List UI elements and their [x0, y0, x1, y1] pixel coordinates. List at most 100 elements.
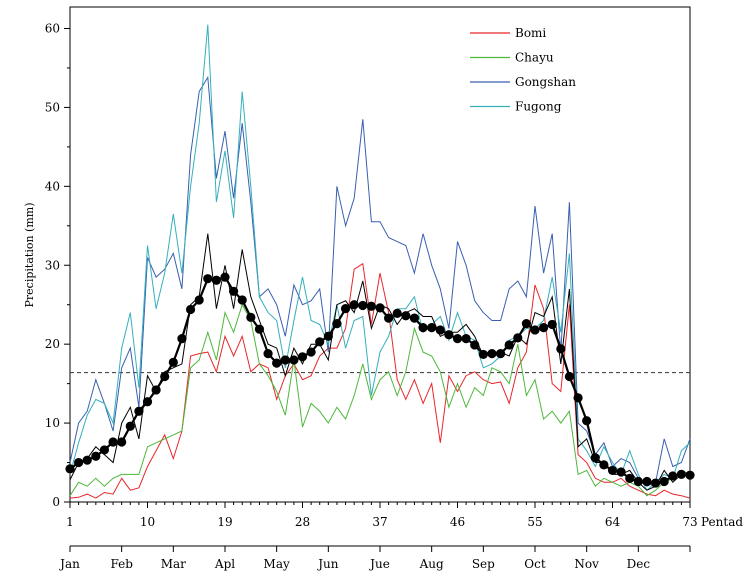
smoothed-point	[160, 371, 170, 382]
month-label: Aug	[419, 557, 444, 571]
smoothed-point	[573, 393, 583, 403]
month-label: Sep	[472, 557, 495, 571]
legend-label: Bomi	[515, 26, 546, 40]
smoothed-point	[246, 312, 256, 322]
y-tick-label: 20	[45, 337, 60, 351]
smoothed-point	[539, 322, 549, 333]
smoothed-point	[616, 467, 626, 477]
x-tick-label: 64	[605, 515, 621, 529]
smoothed-point	[117, 437, 127, 447]
y-tick-label: 30	[45, 258, 60, 272]
smoothed-point	[625, 473, 635, 483]
smoothed-point	[444, 330, 454, 340]
smoothed-point	[659, 476, 669, 487]
smoothed-point	[151, 385, 161, 395]
smoothed-point	[607, 465, 618, 476]
smoothed-point	[392, 308, 402, 318]
smoothed-point	[461, 334, 471, 344]
x-tick-label: 73	[682, 515, 697, 529]
smoothed-point	[547, 319, 557, 330]
smoothed-point	[599, 460, 609, 470]
smoothed-point	[177, 334, 187, 344]
smoothed-point	[358, 300, 368, 311]
legend-label: Fugong	[515, 100, 562, 114]
smoothed-point	[384, 313, 394, 323]
smoothed-point	[435, 325, 445, 335]
series-layer	[69, 24, 691, 499]
smoothed-point	[194, 295, 204, 305]
smoothed-point	[590, 453, 600, 463]
series-line-fugong	[69, 24, 691, 491]
smoothed-point	[99, 445, 110, 455]
legend-label: Chayu	[515, 51, 554, 65]
smoothed-point	[211, 275, 221, 285]
smoothed-point	[513, 333, 523, 343]
smoothed-point	[91, 451, 101, 461]
smoothed-point	[676, 469, 686, 479]
x-axis-label: Pentad	[701, 515, 743, 529]
y-tick-label: 10	[45, 416, 60, 430]
plot-frame	[69, 6, 691, 503]
x-tick-label: 1	[66, 515, 74, 529]
month-label: Jan	[58, 557, 80, 571]
month-label: Feb	[110, 557, 133, 571]
series-line-gongshan	[69, 75, 691, 487]
smoothed-point	[685, 470, 695, 480]
smoothed-point	[349, 300, 359, 310]
smoothed-point	[521, 319, 531, 329]
y-tick-label: 60	[45, 22, 60, 36]
month-label: Dec	[627, 557, 651, 571]
x-tick-label: 55	[527, 515, 542, 529]
smoothed-point	[108, 437, 118, 447]
smoothed-point	[185, 304, 196, 315]
smoothed-point	[340, 304, 351, 314]
legend-label: Gongshan	[515, 75, 576, 89]
smoothed-point	[642, 476, 652, 487]
month-axis: Jan Feb Mar Apl May Jun Jue Aug Sep Oct Nov Dec	[58, 545, 691, 571]
x-tick-label: 28	[295, 515, 310, 529]
month-label: Jun	[316, 557, 339, 571]
y-axis-label: Precipitation (mm)	[23, 203, 36, 308]
smoothed-point	[633, 476, 643, 487]
legend: Bomi Chayu Gongshan Fugong	[470, 26, 576, 114]
y-axis: 0 10 20 30 40 50 60	[45, 22, 70, 509]
series-line-bomi	[69, 262, 691, 499]
x-tick-label: 19	[217, 515, 232, 529]
series-line-chayu	[69, 303, 691, 497]
smoothed-point	[203, 274, 213, 284]
smoothed-point	[452, 334, 463, 344]
smoothed-point	[237, 295, 247, 305]
smoothed-point	[504, 340, 514, 350]
smoothed-point	[323, 331, 333, 341]
smoothed-point	[315, 337, 325, 347]
x-axis: 1 10 19 28 37 46 55 64 73	[66, 502, 698, 529]
smoothed-point	[427, 322, 437, 333]
smoothed-point	[263, 349, 273, 359]
smoothed-point	[297, 352, 308, 362]
month-label: Mar	[161, 557, 186, 571]
smoothed-point	[401, 311, 411, 321]
y-tick-label: 40	[45, 179, 60, 193]
smoothed-point	[134, 406, 144, 416]
smoothed-point	[375, 303, 385, 313]
y-tick-label: 0	[52, 495, 60, 509]
smoothed-point	[142, 397, 153, 407]
smoothed-point	[272, 358, 282, 368]
smoothed-point	[168, 357, 178, 367]
smoothed-point	[280, 355, 290, 365]
smoothed-point	[125, 421, 135, 431]
smoothed-point	[366, 301, 376, 311]
smoothed-point	[229, 286, 239, 296]
smoothed-point	[582, 416, 592, 426]
smoothed-point	[65, 464, 75, 474]
smoothed-point	[254, 324, 265, 334]
x-tick-label: 37	[372, 515, 387, 529]
month-label: Oct	[524, 557, 546, 571]
smoothed-markers	[65, 272, 695, 488]
month-label: Nov	[574, 557, 599, 571]
smoothed-point	[495, 349, 506, 359]
month-label: May	[264, 557, 290, 571]
smoothed-point	[289, 355, 299, 365]
smoothed-point	[564, 371, 575, 382]
